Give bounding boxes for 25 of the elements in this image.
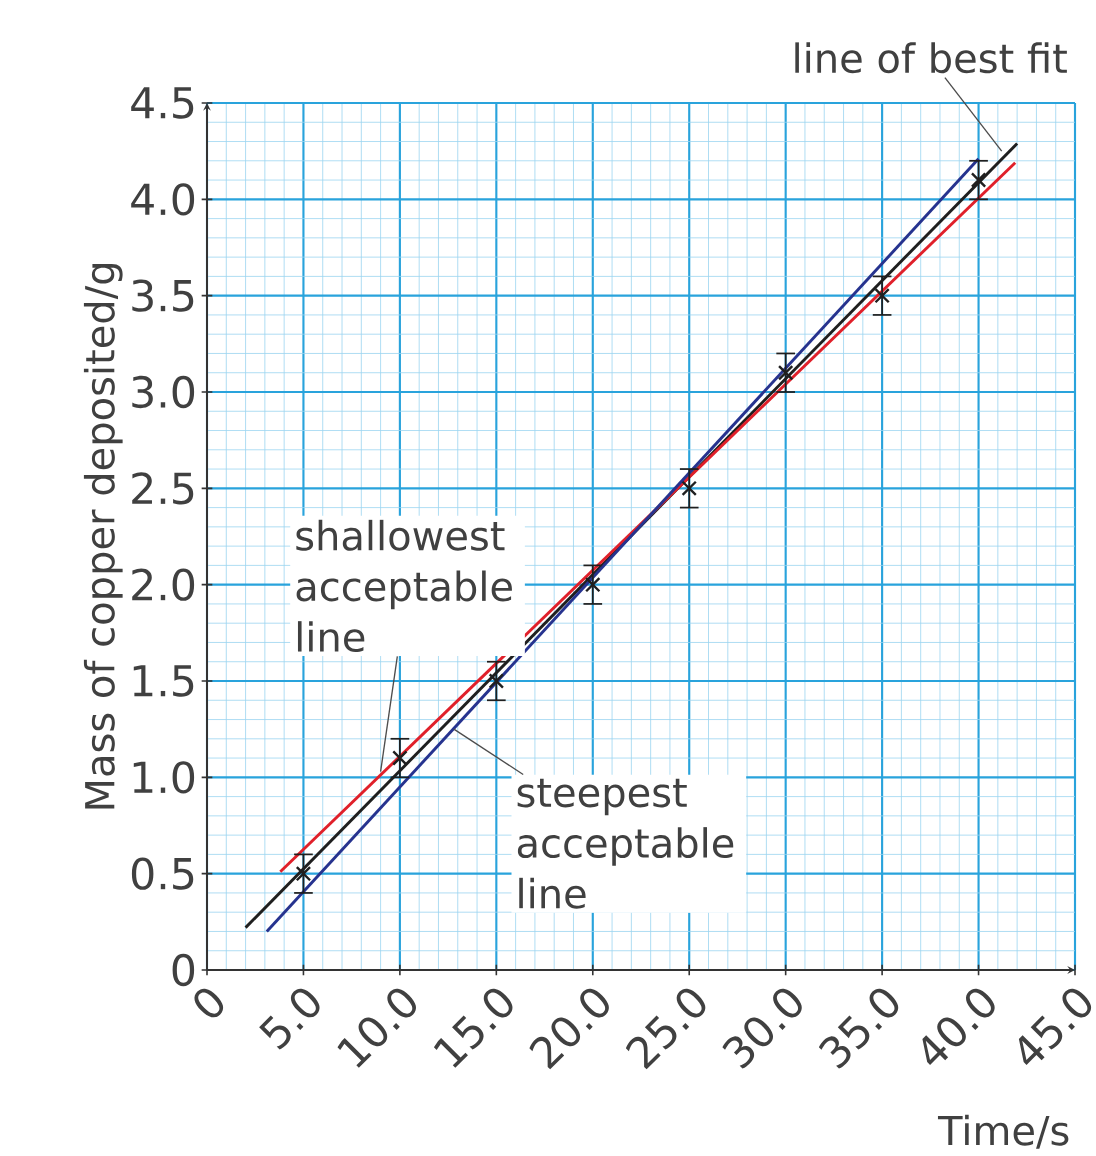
annotation: line of best fit <box>795 42 1067 74</box>
point <box>295 865 312 882</box>
y-tick-label: 2.0 <box>132 568 195 601</box>
x-tick-label: 5.0 <box>259 988 320 1050</box>
annotation: steepest acceptable line <box>517 778 734 909</box>
point <box>584 576 601 593</box>
y-tick-label: 4.5 <box>131 87 194 119</box>
y-tick-label: 1.5 <box>133 665 194 697</box>
y-tick-label: 1.0 <box>133 761 195 794</box>
point <box>392 750 408 766</box>
point <box>777 364 794 381</box>
point <box>681 480 698 497</box>
y-tick-label: 0.5 <box>131 857 194 890</box>
point <box>488 673 505 689</box>
y-tick-label: 3.5 <box>132 279 194 312</box>
x-tick-label: 0 <box>194 988 224 1018</box>
point <box>874 287 890 304</box>
y-tick-label: 2.5 <box>132 472 194 505</box>
y-tick-label: 4.0 <box>131 183 195 216</box>
x-axis-title: Time/s <box>937 1114 1069 1149</box>
y-tick-label: 3.0 <box>132 375 195 409</box>
y-tick-label: 0 <box>172 953 195 987</box>
annotation: shallowest acceptable line <box>296 519 512 653</box>
point <box>970 172 987 188</box>
y-axis-title: Mass of copper deposited/g <box>83 264 123 809</box>
